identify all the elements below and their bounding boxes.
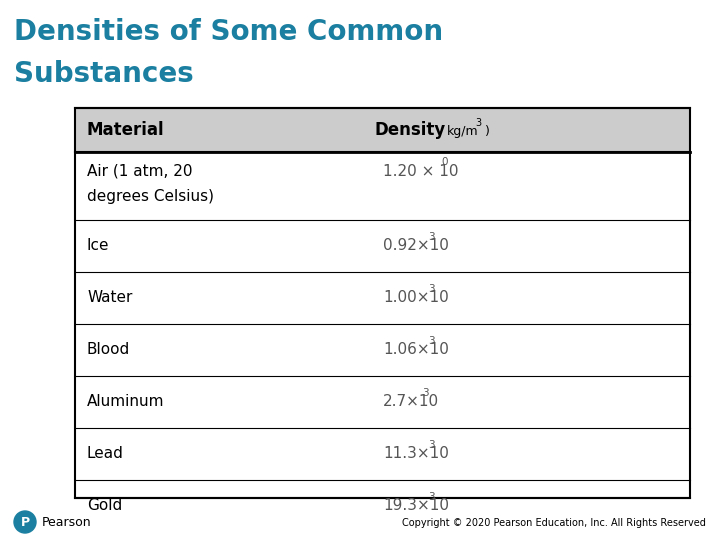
Text: 3: 3 — [422, 388, 428, 398]
Text: ): ) — [481, 125, 490, 138]
Text: Copyright © 2020 Pearson Education, Inc. All Rights Reserved: Copyright © 2020 Pearson Education, Inc.… — [402, 518, 706, 528]
Circle shape — [14, 511, 36, 533]
Text: P: P — [20, 516, 30, 529]
Text: degrees Celsius): degrees Celsius) — [87, 188, 214, 204]
Text: 3: 3 — [428, 232, 435, 242]
Text: Density: Density — [375, 121, 446, 139]
Text: Ice: Ice — [87, 239, 109, 253]
Text: 3: 3 — [428, 284, 435, 294]
Bar — [75, 108, 690, 152]
Text: Gold: Gold — [87, 498, 122, 514]
Text: 1.20 × 10: 1.20 × 10 — [383, 164, 459, 179]
Bar — [75, 108, 690, 498]
Text: Aluminum: Aluminum — [87, 395, 164, 409]
Text: 3: 3 — [475, 118, 481, 128]
Text: 3: 3 — [428, 440, 435, 450]
Text: Substances: Substances — [14, 60, 194, 88]
Text: Pearson: Pearson — [42, 516, 91, 529]
Text: Lead: Lead — [87, 447, 124, 462]
Text: 0: 0 — [441, 157, 448, 167]
Text: 19.3×10: 19.3×10 — [383, 498, 449, 514]
Text: 3: 3 — [428, 492, 435, 502]
Text: 11.3×10: 11.3×10 — [383, 447, 449, 462]
Text: Air (1 atm, 20: Air (1 atm, 20 — [87, 164, 192, 179]
Text: 1.06×10: 1.06×10 — [383, 342, 449, 357]
Text: Blood: Blood — [87, 342, 130, 357]
Text: Densities of Some Common: Densities of Some Common — [14, 18, 443, 46]
Text: 3: 3 — [428, 336, 435, 346]
Text: 1.00×10: 1.00×10 — [383, 291, 449, 306]
Text: Material: Material — [87, 121, 165, 139]
Text: 0.92×10: 0.92×10 — [383, 239, 449, 253]
Text: 2.7×10: 2.7×10 — [383, 395, 439, 409]
Text: Water: Water — [87, 291, 132, 306]
Text: kg/m: kg/m — [447, 125, 479, 138]
